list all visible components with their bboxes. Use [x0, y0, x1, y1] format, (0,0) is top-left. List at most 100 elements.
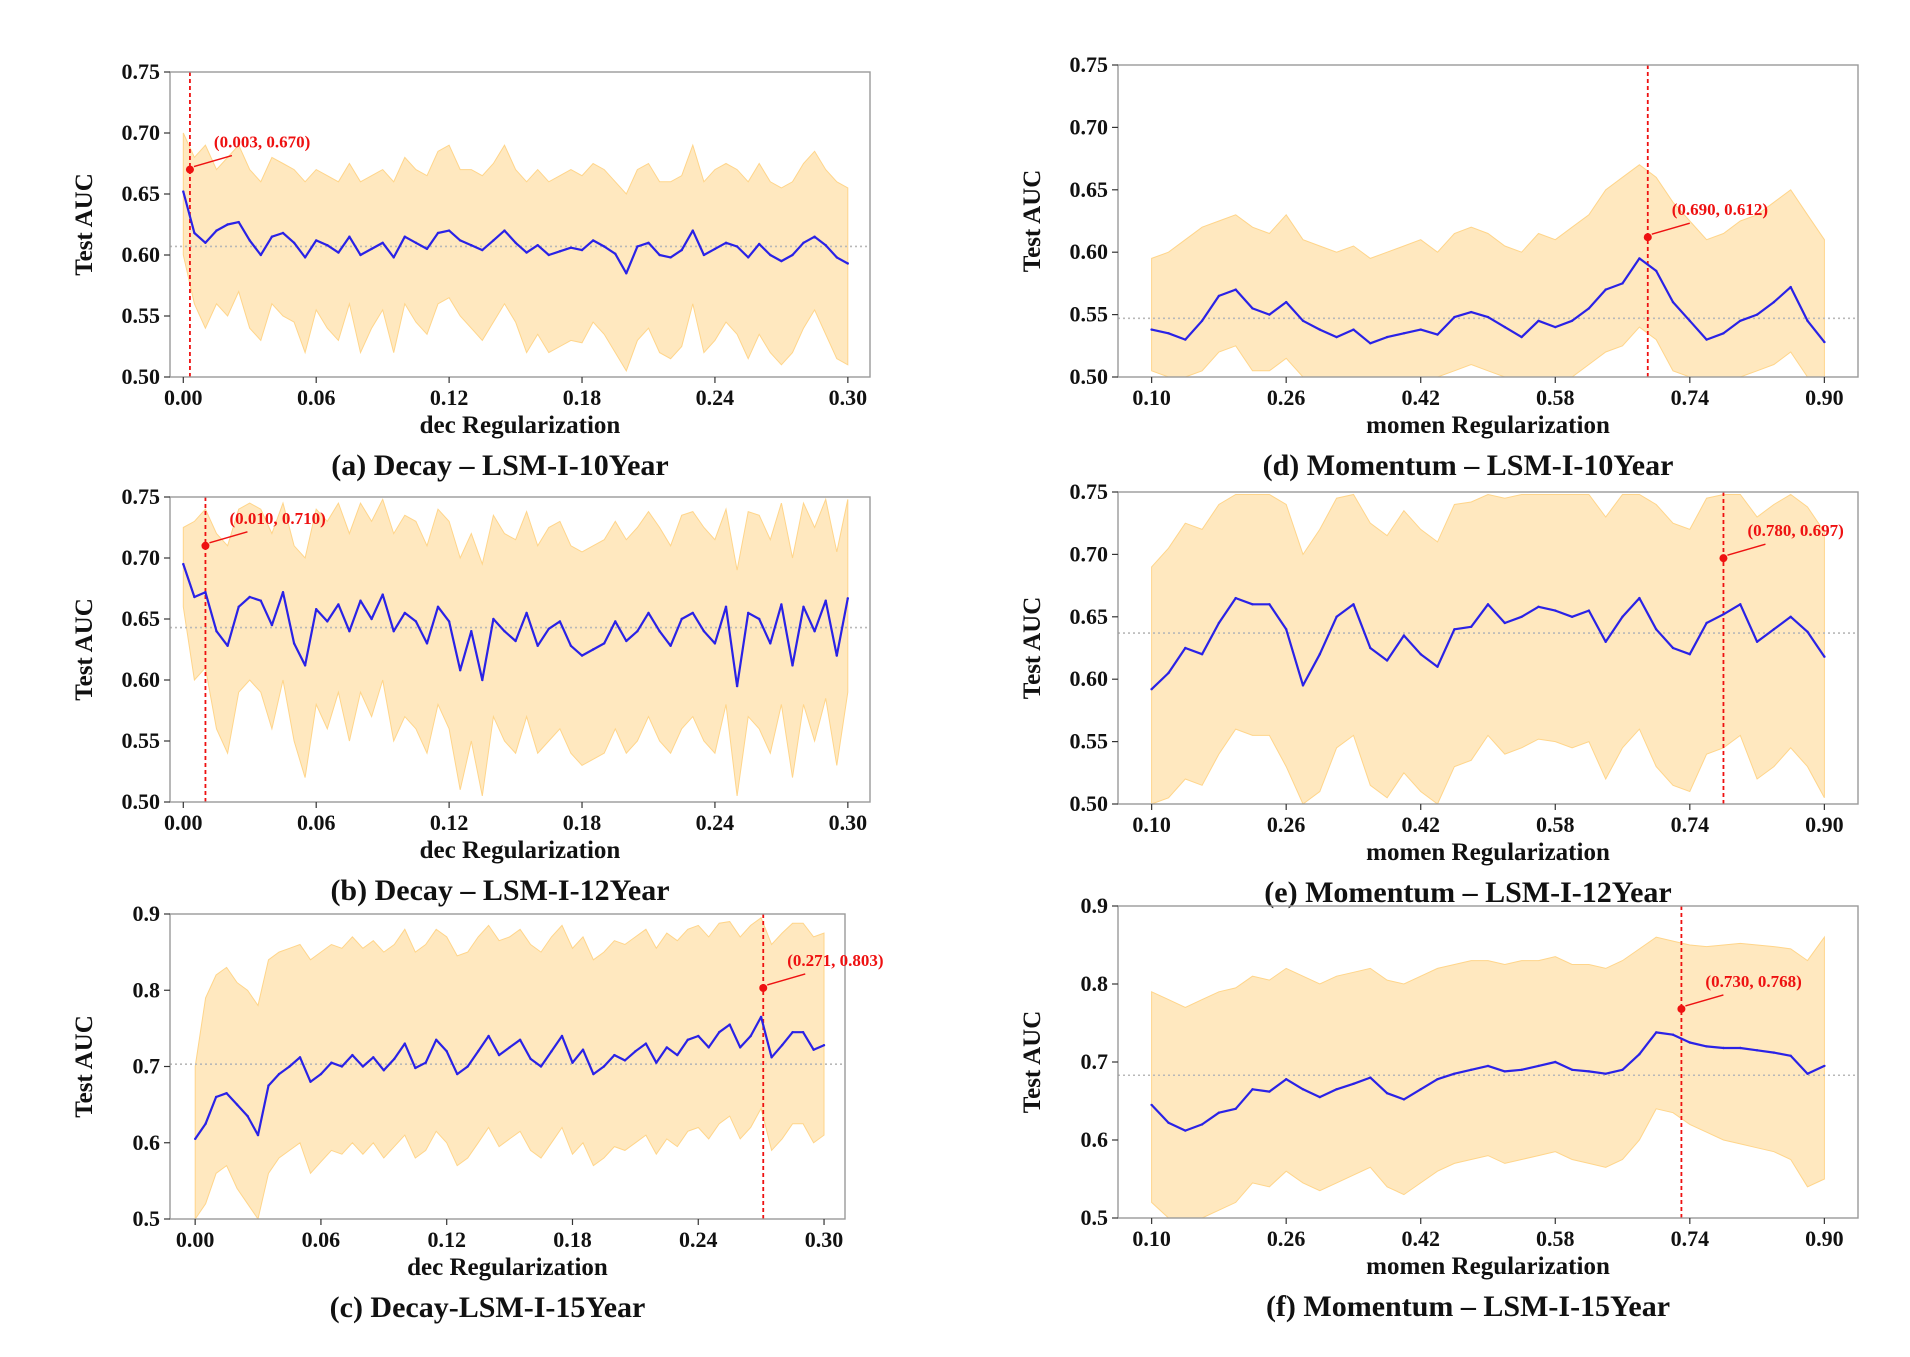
- data-point: [625, 272, 628, 275]
- data-point: [1621, 615, 1624, 618]
- data-point: [812, 1048, 815, 1051]
- y-tick-label: 0.60: [122, 242, 161, 267]
- data-point: [403, 1042, 406, 1045]
- panel-f: (0.730, 0.768) 0.10 0.26 0.42 0.58 0.74 0.90 0.…: [1019, 893, 1859, 1323]
- data-point: [1470, 625, 1473, 628]
- data-point: [1486, 603, 1490, 606]
- x-tick-label: 0.74: [1671, 1226, 1710, 1251]
- data-point: [303, 256, 307, 259]
- data-point: [1268, 603, 1271, 606]
- data-point: [1318, 1095, 1322, 1099]
- data-point: [315, 239, 318, 242]
- data-point: [636, 245, 639, 248]
- data-point: [1167, 671, 1170, 675]
- data-point: [1301, 319, 1305, 322]
- data-point: [288, 1065, 291, 1068]
- data-point: [214, 1095, 218, 1099]
- data-point: [769, 642, 772, 645]
- plot-area: [1118, 906, 1858, 1218]
- data-point: [1739, 319, 1742, 322]
- panel-caption: (e) Momentum – LSM-I-12Year: [1264, 876, 1671, 909]
- panel-e: (0.780, 0.697) 0.10 0.26 0.42 0.58 0.74 0.90 0.…: [1019, 479, 1859, 909]
- data-point: [1285, 628, 1288, 631]
- data-point: [514, 639, 517, 643]
- data-point: [1772, 1051, 1776, 1054]
- y-tick-label: 0.8: [133, 977, 161, 1002]
- panel-caption: (b) Decay – LSM-I-12Year: [330, 874, 669, 907]
- data-point: [359, 253, 362, 257]
- data-point: [256, 1133, 260, 1137]
- y-tick-label: 0.55: [122, 728, 161, 753]
- data-point: [270, 235, 274, 238]
- data-point: [602, 1065, 606, 1068]
- data-point: [1789, 615, 1792, 618]
- data-point: [536, 644, 539, 647]
- data-point: [481, 248, 484, 252]
- data-point: [1301, 684, 1305, 687]
- data-point: [1385, 1092, 1389, 1095]
- data-point: [1537, 319, 1540, 322]
- plot-frame: [1117, 491, 1859, 805]
- panel-d: (0.690, 0.612) 0.10 0.26 0.42 0.58 0.74 0.90 0.…: [1019, 52, 1859, 482]
- data-point: [315, 608, 318, 611]
- data-point: [1604, 288, 1607, 291]
- x-tick-label: 0.12: [430, 810, 469, 835]
- data-point: [801, 1031, 805, 1034]
- data-point: [497, 1053, 501, 1057]
- data-point: [614, 252, 617, 255]
- data-point: [680, 617, 683, 621]
- data-point: [634, 1050, 637, 1053]
- data-point: [1688, 653, 1692, 656]
- data-point: [259, 599, 262, 602]
- y-tick-label: 0.50: [1070, 364, 1109, 389]
- data-point: [1688, 319, 1692, 322]
- data-point: [1167, 332, 1170, 335]
- plot-area: [170, 497, 870, 802]
- data-point: [1739, 1046, 1742, 1050]
- data-point: [769, 253, 772, 257]
- y-tick-label: 0.75: [1070, 52, 1109, 77]
- data-point: [1268, 313, 1271, 316]
- plot-frame: [169, 71, 871, 378]
- x-tick-label: 0.58: [1536, 812, 1575, 837]
- x-axis-title: momen Regularization: [1366, 839, 1610, 866]
- data-point: [686, 1038, 689, 1042]
- x-tick-label: 0.18: [563, 385, 602, 410]
- x-tick-label: 0.42: [1401, 385, 1440, 410]
- data-point: [691, 229, 694, 232]
- x-axis-title: dec Regularization: [420, 837, 621, 864]
- best-point: [1643, 233, 1652, 242]
- y-tick-label: 0.7: [133, 1054, 161, 1079]
- data-point: [669, 256, 672, 259]
- x-tick-label: 0.26: [1267, 385, 1306, 410]
- x-axis-title: momen Regularization: [1366, 412, 1610, 439]
- data-point: [780, 259, 783, 263]
- data-point: [1268, 1090, 1271, 1093]
- data-point: [735, 245, 739, 248]
- data-point: [560, 1034, 564, 1038]
- data-point: [337, 603, 340, 606]
- data-point: [1200, 319, 1204, 322]
- data-point: [1638, 1053, 1641, 1056]
- data-point: [361, 1065, 365, 1068]
- data-point: [340, 1065, 344, 1068]
- y-tick-label: 0.65: [122, 181, 161, 206]
- y-tick-label: 0.6: [1081, 1127, 1109, 1152]
- data-point: [1184, 1129, 1187, 1132]
- data-point: [348, 235, 351, 238]
- x-tick-label: 0.90: [1805, 812, 1844, 837]
- data-point: [1150, 1103, 1153, 1107]
- data-point: [1806, 319, 1809, 322]
- data-point: [518, 1038, 522, 1042]
- x-tick-label: 0.00: [164, 385, 203, 410]
- data-point: [1655, 1031, 1658, 1034]
- data-point: [1554, 609, 1557, 612]
- y-tick-label: 0.70: [122, 545, 161, 570]
- data-point: [1352, 1082, 1355, 1086]
- data-point: [1621, 1068, 1624, 1072]
- y-tick-label: 0.50: [122, 789, 161, 814]
- data-point: [813, 630, 816, 633]
- data-point: [1806, 1072, 1809, 1075]
- x-tick-label: 0.00: [176, 1227, 215, 1252]
- data-point: [1419, 653, 1422, 656]
